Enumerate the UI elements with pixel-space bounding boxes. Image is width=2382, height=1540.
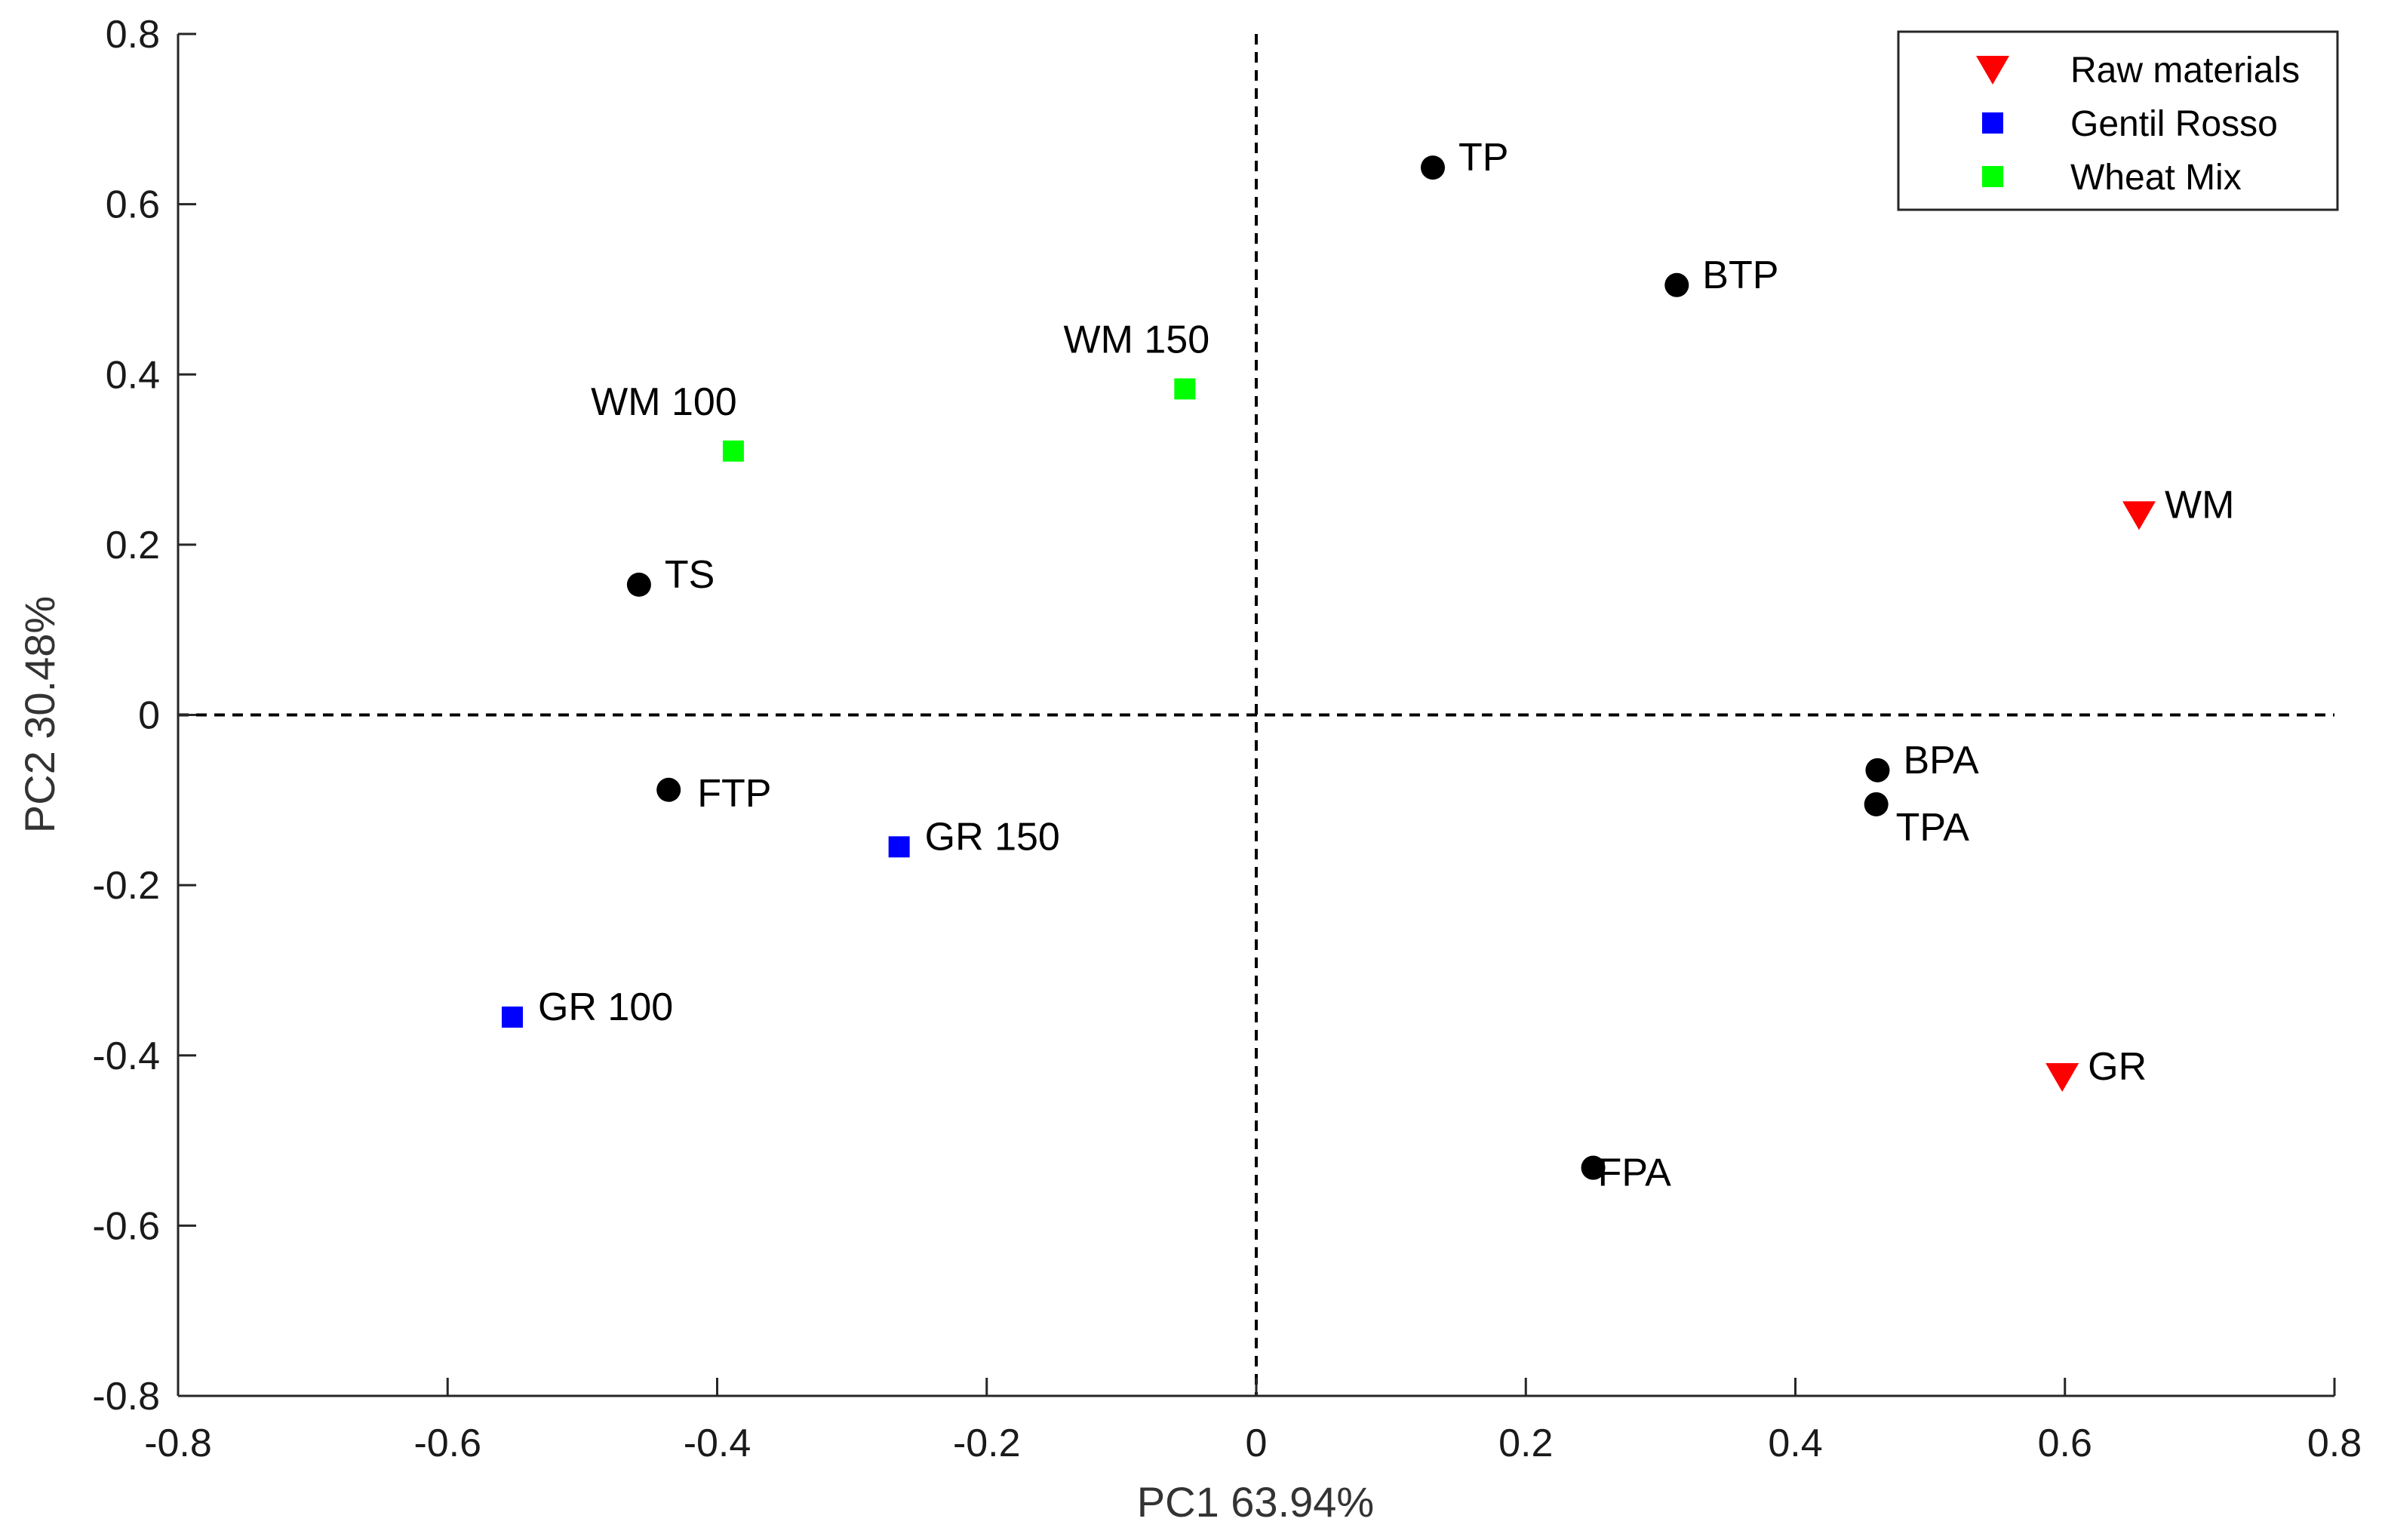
y-tick-label: 0.4: [106, 353, 160, 397]
point-ts-marker: [626, 572, 651, 597]
point-bpa-marker: [1865, 758, 1890, 782]
zero-reference-lines: [178, 34, 2334, 1396]
point-ftp-label: FTP: [697, 772, 771, 816]
legend-raw-materials-marker: [1976, 56, 2009, 85]
legend-gentil-rosso-marker: [1982, 112, 2003, 134]
x-axis-label: PC1 63.94%: [1137, 1478, 1374, 1526]
point-fpa-label: FPA: [1598, 1151, 1672, 1195]
point-btp-label: BTP: [1702, 254, 1778, 297]
legend-wheat-mix-label: Wheat Mix: [2070, 158, 2242, 198]
point-wm-150-marker: [1174, 378, 1196, 400]
legend-box: [1897, 30, 2339, 211]
point-gr-150-label: GR 150: [925, 815, 1060, 859]
point-gr-label: GR: [2088, 1045, 2147, 1089]
y-tick-label: 0.8: [106, 13, 160, 57]
x-tick-label: 0.8: [2307, 1422, 2362, 1465]
point-wm-150-label: WM 150: [1064, 318, 1210, 361]
point-bpa-label: BPA: [1903, 739, 1979, 782]
y-axis-label: PC2 30.48%: [16, 596, 63, 833]
point-gr-100-marker: [501, 1006, 523, 1028]
x-tick-label: 0.6: [2038, 1422, 2092, 1465]
point-gr-marker: [2045, 1062, 2079, 1092]
x-tick-label: 0.4: [1768, 1422, 1822, 1465]
point-tpa-marker: [1864, 792, 1889, 816]
x-tick-label: -0.8: [144, 1422, 212, 1465]
point-gr-100-label: GR 100: [538, 985, 673, 1029]
point-tpa-label: TPA: [1896, 806, 1970, 850]
x-tick-label: 0.2: [1498, 1422, 1553, 1465]
y-axis-ticks: -0.8 -0.6 -0.4 -0.2 0 0.2 0.4 0.6 0.8: [92, 13, 196, 1419]
y-tick-label: 0.2: [106, 524, 160, 567]
legend-raw-materials-label: Raw materials: [2070, 51, 2300, 91]
y-tick-label: -0.4: [92, 1034, 160, 1078]
point-tp-marker: [1420, 155, 1445, 180]
data-points: WM GR GR 150 GR 100 WM 100 WM 150 TP BTP TS FTP BP…: [501, 136, 2234, 1195]
x-tick-label: -0.2: [953, 1422, 1021, 1465]
point-fpa-marker: [1581, 1155, 1606, 1180]
y-tick-label: -0.2: [92, 864, 160, 908]
y-tick-label: -0.8: [92, 1375, 160, 1419]
legend-wheat-mix-marker: [1982, 166, 2003, 187]
point-gr-150-marker: [888, 836, 910, 858]
y-tick-label: 0.6: [106, 183, 160, 227]
point-tp-label: TP: [1458, 136, 1508, 180]
point-wm-label: WM: [2165, 483, 2234, 527]
y-tick-label: 0: [138, 694, 160, 738]
y-tick-label: -0.6: [92, 1204, 160, 1248]
point-wm-marker: [2122, 501, 2156, 530]
point-ftp-marker: [656, 777, 681, 802]
x-tick-label: -0.6: [413, 1422, 481, 1465]
x-axis-ticks: -0.8 -0.6 -0.4 -0.2 0 0.2 0.4 0.6 0.8: [144, 1378, 2362, 1465]
point-ts-label: TS: [665, 553, 715, 597]
x-tick-label: 0: [1246, 1422, 1268, 1465]
legend-gentil-rosso-label: Gentil Rosso: [2070, 104, 2278, 144]
x-tick-label: -0.4: [684, 1422, 751, 1465]
point-btp-marker: [1664, 272, 1689, 297]
legend: Raw materials Gentil Rosso Wheat Mix: [1897, 30, 2339, 211]
point-wm-100-marker: [722, 440, 744, 462]
point-wm-100-label: WM 100: [591, 380, 737, 424]
